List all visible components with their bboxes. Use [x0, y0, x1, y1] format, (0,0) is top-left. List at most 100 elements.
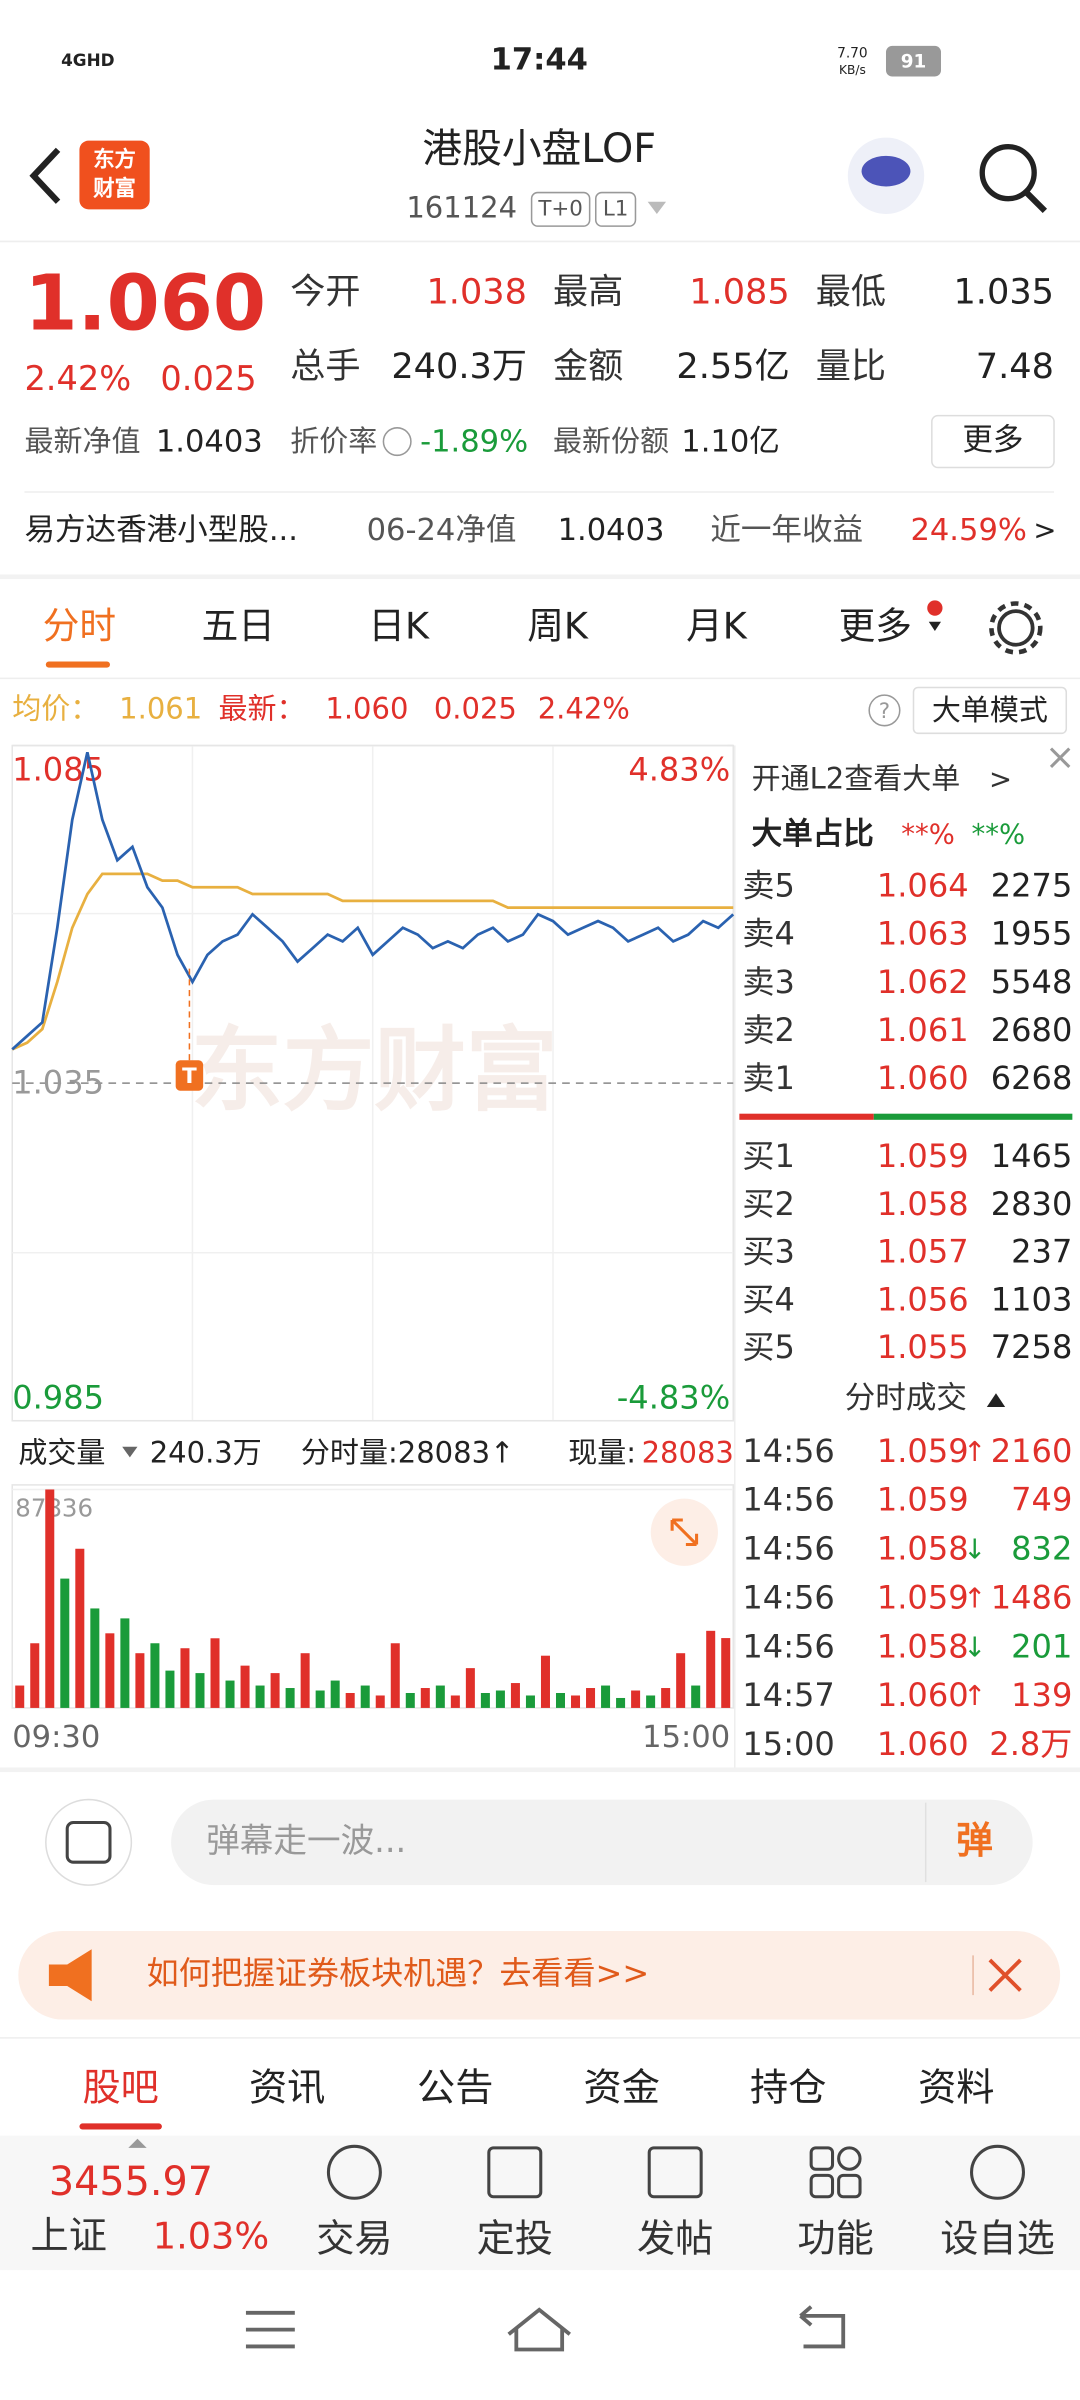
settings-icon[interactable]: [997, 609, 1035, 647]
book-price: 1.060: [877, 1059, 969, 1097]
sort-icon[interactable]: [986, 1393, 1006, 1407]
tab-indicator: [79, 2123, 162, 2130]
avatar-face: [861, 155, 911, 187]
return-link[interactable]: >: [1033, 515, 1056, 547]
danmaku-icon: [65, 1820, 112, 1864]
back-nav-button[interactable]: [799, 2305, 846, 2349]
trade-arrow: ↓: [963, 1534, 986, 1566]
nav-item[interactable]: 交易: [316, 2218, 392, 2262]
volume-bar: [105, 1633, 115, 1708]
mode-button[interactable]: [912, 686, 1068, 735]
volume-label: 成交量: [18, 1435, 105, 1469]
section-tab[interactable]: 资金: [584, 2066, 660, 2110]
trade-volume: 1486: [991, 1578, 1073, 1616]
marker[interactable]: [175, 1060, 204, 1091]
nav-item[interactable]: 设自选: [940, 2218, 1055, 2262]
price-line: [11, 751, 735, 1051]
extra-value: -1.89%: [420, 425, 528, 460]
comment-placeholder: 弹幕走一波...: [206, 1821, 406, 1860]
more-button-label[interactable]: 更多: [962, 423, 1023, 458]
ratio-bar-buy: [873, 1113, 1073, 1120]
chart-tab[interactable]: 日K: [368, 604, 430, 647]
volume-bar: [135, 1653, 145, 1708]
section-tab[interactable]: 公告: [417, 2066, 493, 2110]
nav-item[interactable]: 功能: [797, 2218, 873, 2262]
tag: L1: [603, 196, 629, 221]
close-icon[interactable]: [988, 1958, 1022, 1992]
volume-bar: [525, 1695, 535, 1708]
banner-text[interactable]: 如何把握证券板块机遇？去看看>>: [147, 1954, 650, 1992]
chart-tab[interactable]: 月K: [686, 604, 748, 647]
volume-bar: [150, 1643, 160, 1708]
more-button[interactable]: [931, 414, 1055, 469]
trade-volume: 201: [1011, 1627, 1072, 1665]
trade-volume: 139: [1011, 1676, 1072, 1714]
fund-name[interactable]: 易方达香港小型股...: [24, 513, 298, 548]
trade-price: 1.059: [877, 1578, 969, 1616]
help-icon[interactable]: [868, 694, 901, 727]
volume-bar: [180, 1648, 190, 1708]
mode-label[interactable]: 大单模式: [932, 693, 1048, 727]
danmaku-button[interactable]: 弹: [956, 1819, 993, 1862]
volume-bar: [495, 1690, 505, 1708]
divider: [0, 574, 1080, 580]
dropdown-icon: [928, 621, 941, 631]
volume-bar: [120, 1618, 130, 1708]
volume-bar: [45, 1489, 55, 1708]
stat-value: 1.038: [426, 271, 527, 312]
section-tab[interactable]: 股吧: [83, 2066, 159, 2110]
book-label: 卖5: [742, 867, 794, 905]
section-tab[interactable]: 资讯: [249, 2066, 325, 2110]
tab-indicator: [45, 661, 110, 668]
y-tick-label: 0.985: [12, 1378, 104, 1416]
book-label: 卖3: [742, 963, 794, 1001]
chart-tab[interactable]: 分时: [43, 604, 116, 647]
stat-label: 最低: [816, 271, 886, 312]
info-icon[interactable]: [382, 427, 412, 457]
volume-bar: [706, 1630, 716, 1708]
back-button[interactable]: [29, 147, 61, 204]
search-icon[interactable]: [979, 144, 1037, 202]
close-icon[interactable]: [1049, 747, 1071, 769]
l2-link[interactable]: 开通L2查看大单: [752, 762, 961, 796]
chart-tab[interactable]: 周K: [527, 604, 589, 647]
volume-bar: [90, 1608, 100, 1708]
home-button[interactable]: [507, 2307, 571, 2352]
book-volume: 1465: [991, 1137, 1073, 1175]
menu-button[interactable]: [245, 2310, 295, 2349]
expand-icon[interactable]: [128, 2138, 147, 2148]
chart-tab[interactable]: 更多: [839, 604, 912, 647]
search-icon: [1024, 190, 1048, 214]
nav-label: 06-24净值: [367, 513, 517, 548]
book-label: 买2: [742, 1185, 794, 1223]
net-speed-unit: KB/s: [839, 63, 866, 77]
book-volume: 2680: [991, 1011, 1073, 1049]
dropdown-icon[interactable]: [122, 1446, 138, 1458]
banner[interactable]: [18, 1930, 1061, 2020]
dropdown-icon[interactable]: [647, 201, 667, 214]
trade-arrow: ↑: [963, 1582, 986, 1614]
volume-bar: [210, 1638, 220, 1708]
section-tab[interactable]: 持仓: [750, 2066, 826, 2110]
last-label: 最新：: [218, 691, 305, 725]
logo: [79, 140, 150, 210]
volume-bar: [390, 1643, 400, 1708]
last-value: 1.060: [325, 691, 408, 725]
nav-item[interactable]: 定投: [477, 2218, 553, 2262]
volume-bar: [375, 1695, 385, 1708]
avg-value: 1.061: [119, 691, 202, 725]
book-label: 买5: [742, 1328, 794, 1366]
trade-time: 14:56: [742, 1578, 834, 1616]
ratio-buy: **%: [972, 819, 1026, 851]
nav-item[interactable]: 发帖: [637, 2218, 713, 2262]
y2-tick-label: -4.83%: [617, 1378, 730, 1416]
comment-input[interactable]: [171, 1799, 1033, 1886]
danmaku-toggle[interactable]: [45, 1798, 133, 1886]
chart-tab[interactable]: 五日: [202, 604, 275, 647]
book-volume: 7258: [991, 1328, 1073, 1366]
volume-bar: [15, 1685, 25, 1708]
trade-volume: 749: [1011, 1481, 1072, 1519]
nav-value: 1.0403: [558, 513, 665, 548]
section-tab[interactable]: 资料: [918, 2066, 994, 2110]
